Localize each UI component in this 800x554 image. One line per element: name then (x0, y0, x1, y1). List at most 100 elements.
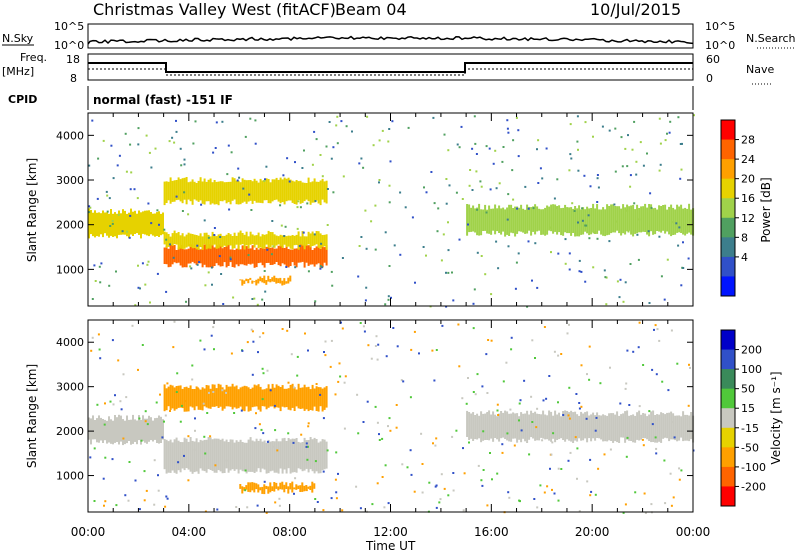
velocity-speckle (543, 326, 546, 328)
velocity-colorbar-cell (721, 388, 735, 409)
power-speckle (666, 258, 669, 261)
power-speckle (228, 208, 231, 211)
velocity-cell (277, 441, 280, 474)
power-cell (548, 206, 551, 231)
velocity-cell (189, 385, 192, 407)
power-cell (321, 178, 324, 200)
power-speckle (682, 241, 684, 244)
power-cell (203, 244, 206, 265)
velocity-speckle (546, 485, 549, 488)
power-cell (275, 177, 278, 200)
velocity-speckle (138, 508, 141, 511)
power-speckle (553, 197, 556, 200)
velocity-cell (221, 438, 224, 474)
power-speckle (150, 222, 153, 225)
velocity-band (163, 383, 328, 412)
velocity-speckle (359, 507, 362, 510)
power-cell (496, 208, 499, 232)
date-label: 10/Jul/2015 (590, 0, 681, 19)
power-cell (518, 207, 521, 232)
xtick-label: 04:00 (172, 525, 207, 539)
velocity-cell (255, 438, 258, 472)
power-speckle (106, 194, 109, 197)
power-speckle (249, 117, 252, 120)
power-speckle (321, 266, 324, 269)
velocity-cell (116, 417, 118, 442)
velocity-speckle (597, 434, 600, 437)
power-speckle (498, 182, 501, 185)
velocity-speckle (187, 479, 190, 482)
power-cell (203, 232, 206, 245)
power-speckle (433, 202, 436, 205)
velocity-cell (634, 415, 637, 443)
power-speckle (390, 296, 392, 299)
power-speckle (537, 139, 540, 142)
velocity-speckle (183, 454, 185, 457)
velocity-speckle (381, 437, 384, 440)
velocity-cell (243, 442, 246, 472)
power-cell (104, 212, 106, 234)
power-speckle (436, 230, 439, 233)
power-cell (634, 209, 637, 234)
power-cell (211, 182, 214, 204)
power-cell (472, 205, 475, 232)
power-speckle (443, 133, 446, 136)
velocity-speckle (482, 430, 485, 433)
velocity-cell (540, 414, 543, 438)
power-cell (195, 183, 198, 201)
nsearch-label: N.Search (746, 32, 796, 45)
velocity-speckle (644, 512, 647, 514)
power-speckle (137, 264, 139, 267)
velocity-speckle (357, 432, 360, 435)
power-speckle (642, 164, 645, 167)
power-cell (185, 177, 188, 205)
power-speckle (506, 218, 509, 221)
velocity-cell (227, 442, 230, 473)
velocity-speckle (180, 404, 183, 407)
velocity-speckle (578, 510, 581, 513)
velocity-cell (283, 388, 286, 408)
power-speckle (614, 127, 617, 130)
power-cell (239, 249, 242, 265)
velocity-cell (297, 485, 300, 489)
velocity-speckle (434, 444, 437, 447)
velocity-speckle (119, 400, 122, 403)
beam-label: Beam 04 (335, 0, 407, 19)
velocity-cell (520, 412, 523, 443)
power-speckle (314, 300, 317, 303)
power-speckle (681, 142, 683, 145)
velocity-speckle (322, 509, 325, 512)
power-cell (478, 203, 481, 236)
velocity-cell (271, 383, 274, 407)
velocity-speckle (255, 412, 257, 415)
power-speckle (365, 286, 368, 289)
velocity-speckle (409, 449, 412, 452)
power-cell (179, 179, 182, 202)
power-cell (608, 206, 611, 235)
velocity-cell (538, 414, 541, 441)
cpid-label: CPID (8, 93, 37, 106)
power-cell (313, 248, 316, 267)
velocity-cell (239, 484, 242, 489)
power-speckle (175, 119, 177, 122)
velocity-speckle (622, 511, 625, 514)
velocity-speckle (210, 334, 213, 337)
velocity-speckle (535, 426, 538, 429)
power-cell (247, 180, 250, 202)
velocity-cell (106, 420, 108, 444)
power-speckle (389, 160, 392, 163)
power-speckle (682, 267, 685, 269)
velocity-speckle (638, 321, 641, 324)
velocity-speckle (286, 329, 289, 332)
power-cell (568, 207, 571, 234)
power-cell (297, 181, 300, 201)
velocity-cell (492, 411, 495, 442)
velocity-speckle (143, 499, 146, 502)
velocity-cell (638, 410, 641, 441)
power-speckle (423, 186, 425, 189)
power-speckle (93, 264, 96, 267)
velocity-speckle (377, 343, 380, 346)
power-cell (283, 248, 286, 265)
velocity-speckle (179, 420, 182, 423)
power-speckle (447, 249, 450, 252)
